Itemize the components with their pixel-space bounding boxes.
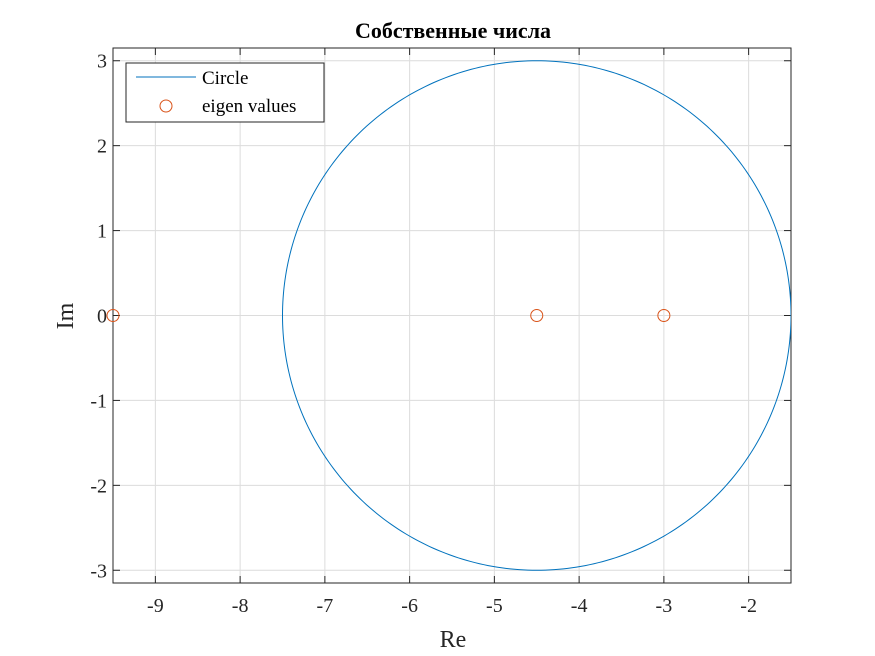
x-tick-label: -6 [401, 595, 418, 617]
y-tick-label: -2 [90, 475, 107, 497]
y-tick-label: -3 [90, 560, 107, 582]
chart-title: Собственные числа [355, 18, 551, 43]
x-tick-label: -2 [740, 595, 757, 617]
legend-eigen-label: eigen values [202, 96, 296, 117]
eigen-value-point [530, 309, 544, 322]
x-axis: -9 -8 -7 -6 -5 -4 -3 -2 [147, 48, 757, 617]
legend: Circle eigen values [125, 62, 325, 123]
y-tick-label: 2 [97, 136, 107, 158]
y-tick-label: 0 [97, 306, 107, 328]
x-tick-label: -9 [147, 595, 164, 617]
y-axis-label: Im [53, 302, 79, 329]
y-tick-label: 3 [97, 51, 107, 73]
y-axis: -3 -2 -1 0 1 2 3 [90, 51, 791, 582]
legend-circle-label: Circle [202, 68, 248, 89]
grid-lines [113, 48, 791, 583]
x-tick-label: -4 [571, 595, 588, 617]
x-tick-label: -3 [656, 595, 673, 617]
x-tick-label: -7 [317, 595, 334, 617]
eigen-value-point [106, 309, 120, 322]
series-eigen-values [106, 309, 671, 322]
x-tick-label: -8 [232, 595, 249, 617]
eigen-value-point [657, 309, 671, 322]
x-axis-label: Re [440, 627, 467, 653]
series-circle-line [281, 60, 791, 571]
legend-eigen-swatch [159, 99, 173, 113]
y-tick-label: -1 [90, 390, 107, 412]
legend-box [125, 62, 325, 123]
y-tick-label: 1 [97, 221, 107, 243]
x-tick-label: -5 [486, 595, 503, 617]
